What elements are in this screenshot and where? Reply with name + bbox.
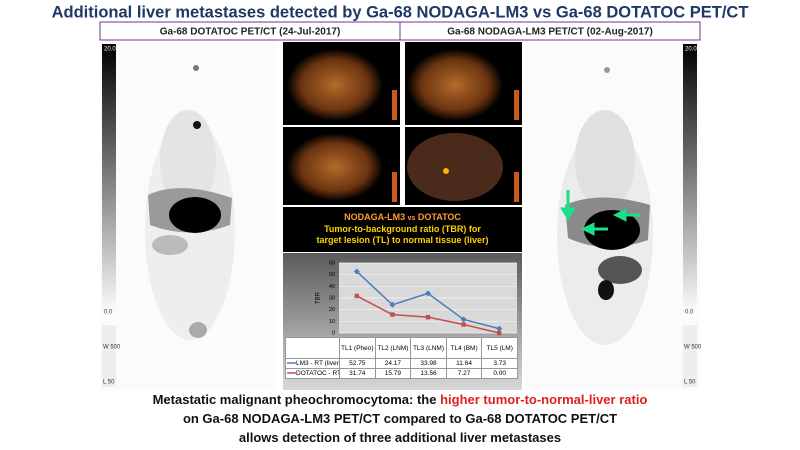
y-tick-label: 60 [329, 260, 335, 266]
scale-label: L 50 [103, 380, 115, 386]
box-heading: DOTATOC [417, 212, 461, 222]
y-tick-label: 10 [329, 319, 335, 325]
box-line: Tumor-to-background ratio (TBR) for [324, 224, 481, 234]
table-value: 52.75 [339, 358, 376, 369]
data-table: TL1 (Pheo) TL2 (LNM) TL3 (LNM) TL4 (BM) TL5 … [285, 337, 518, 379]
scale-label: W 500 [684, 345, 702, 351]
table-row: DOTATOC - RT (liver)31.7415.7913.567.270… [285, 368, 518, 379]
point [425, 314, 431, 320]
body [145, 65, 235, 340]
table-value: 0.00 [481, 368, 518, 379]
panel-header: Ga-68 DOTATOC PET/CT (24-Jul-2017) [160, 27, 341, 38]
colorbar [102, 44, 116, 316]
colorbar [683, 44, 697, 316]
point [496, 325, 503, 332]
ct-images [283, 42, 522, 205]
colorbar-ct [102, 325, 116, 387]
table-value: 31.74 [339, 368, 376, 379]
point [460, 316, 467, 323]
legend-label: LM3 - RT (liver) [296, 360, 340, 367]
table-header: TL1 (Pheo) TL2 (LNM) TL3 (LNM) TL4 (BM) TL5 … [285, 337, 518, 359]
caption-text: allows detection of three additional liv… [238, 430, 562, 445]
caption-text: on Ga-68 NODAGA-LM3 PET/CT compared to G… [182, 411, 618, 426]
x-tick-label: TL2 (LNM) [374, 337, 412, 359]
point [353, 268, 360, 275]
point [461, 322, 466, 327]
legend-entry: DOTATOC - RT (liver) [285, 368, 340, 379]
x-tick-label: TL1 (Pheo) [339, 337, 376, 359]
point [354, 293, 359, 299]
table-value: 13.56 [410, 368, 447, 379]
panel-header: Ga-68 NODAGA-LM3 PET/CT (02-Aug-2017) [447, 27, 653, 38]
body [557, 67, 653, 345]
x-tick-label: TL4 (BM) [445, 337, 483, 359]
legend-label: DOTATOC - RT (liver) [296, 370, 339, 377]
scale-label: 0.0 [104, 310, 113, 316]
box-heading: vs [407, 215, 416, 222]
caption-text: Metastatic malignant pheochromocytoma: t… [152, 392, 441, 407]
y-axis-label: TBR [316, 291, 322, 304]
slide-title: Additional liver metastases detected by … [52, 3, 749, 21]
y-tick-label: 30 [329, 295, 335, 301]
x-tick-label: TL5 (LM) [481, 337, 518, 359]
table-value: 3.73 [481, 358, 518, 369]
caption: Metastatic malignant pheochromocytoma: t… [0, 390, 800, 447]
scale-label: 20.0 [104, 47, 116, 53]
colorbar-ct [683, 325, 697, 387]
legend-swatch [287, 372, 296, 375]
point [425, 290, 431, 297]
scale-label: L 50 [684, 380, 696, 386]
table-value: 33.98 [410, 358, 447, 369]
point [390, 312, 395, 317]
y-tick-label: 20 [329, 307, 335, 313]
scale-label: 0.0 [685, 310, 694, 316]
point [497, 330, 502, 336]
box-line: target lesion (TL) to normal tissue (liv… [316, 235, 489, 245]
comparison-box: NODAGA-LM3 vs DOTATOC Tumor-to-backgroun… [283, 207, 522, 252]
y-tick-label: 40 [329, 284, 335, 290]
table-value: 11.64 [445, 358, 483, 369]
legend-swatch [287, 362, 296, 365]
y-tick-label: 50 [329, 272, 335, 278]
y-tick-label: 0 [332, 330, 335, 336]
table-value: 7.27 [445, 368, 483, 379]
table-value: 15.79 [374, 368, 412, 379]
x-tick-label: TL3 (LNM) [410, 337, 447, 359]
box-heading: NODAGA-LM3 [344, 212, 406, 222]
table-row: LM3 - RT (liver) 52.75 24.17 33.98 11.64 3.73 [285, 358, 518, 369]
header-box [399, 21, 701, 41]
caption-highlight: higher tumor-to-normal-liver ratio [440, 392, 648, 407]
point [389, 301, 396, 308]
scale-label: 20.0 [685, 47, 697, 53]
table-value: 24.17 [374, 358, 412, 369]
scale-label: W 500 [103, 345, 121, 351]
legend-entry: LM3 - RT (liver) [285, 358, 340, 369]
